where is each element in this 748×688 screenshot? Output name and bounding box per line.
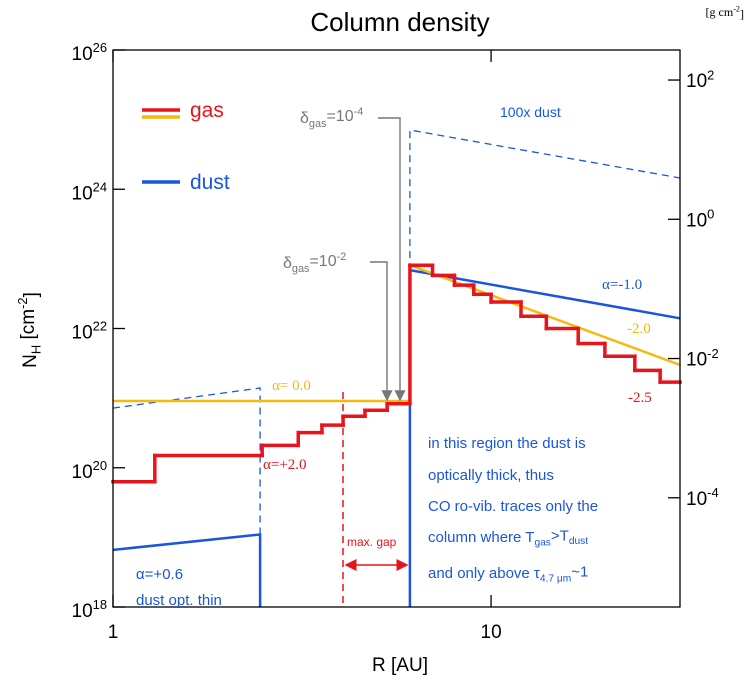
tick-exponent: -2	[707, 346, 718, 361]
tick-base: 10	[72, 462, 93, 483]
y2-tick-label: 10-4	[686, 485, 719, 510]
annotation: α=+0.6	[136, 566, 183, 583]
annotation: α=+2.0	[263, 457, 307, 473]
text-part: gas	[309, 118, 327, 130]
y-axis-label: NH [cm-2]	[15, 292, 44, 368]
y-tick-label: 1026	[72, 40, 108, 65]
tick-base: 10	[72, 44, 93, 65]
y-tick-label: 1022	[72, 319, 108, 344]
annotation: 100x dust	[500, 104, 561, 120]
text-part: [g cm	[706, 5, 734, 19]
text-part: -2	[337, 251, 347, 263]
text-part: =10	[309, 253, 336, 270]
text-part: in this region the dust is	[428, 435, 586, 452]
x-axis-label: R [AU]	[372, 655, 428, 676]
text-part: α=+2.0	[263, 457, 307, 473]
tick-base: 10	[72, 183, 93, 204]
annotation: in this region the dust is	[428, 435, 586, 452]
annotation: and only above τ4.7 μm~1	[428, 563, 588, 584]
tick-exponent: -4	[707, 485, 718, 500]
text-part: =10	[326, 108, 353, 125]
annotation: column where Tgas>Tdust	[428, 527, 588, 548]
plot-area	[111, 129, 682, 607]
text-part: N	[20, 354, 41, 368]
y-tick-label: 1020	[72, 458, 108, 483]
annotation: optically thick, thus	[428, 467, 554, 484]
text-part: α= 0.0	[272, 378, 311, 394]
arrow	[370, 261, 393, 402]
text-part: 4.7 μm	[540, 574, 571, 585]
y2-tick-label: 100	[686, 207, 714, 232]
annotation: -2.0	[627, 321, 651, 337]
text-part: max. gap	[347, 535, 397, 549]
legend-label: dust	[190, 171, 230, 194]
text-part: -2.5	[628, 390, 652, 406]
tick-exponent: 0	[707, 207, 714, 222]
y2-tick-label: 102	[686, 67, 714, 92]
tick-base: 10	[686, 71, 707, 92]
annotation: δgas=10-2	[283, 251, 346, 275]
text-part: column where T	[428, 529, 534, 546]
text-part: ~1	[571, 563, 588, 580]
tick-base: 10	[72, 601, 93, 622]
text-part: α=+0.6	[136, 566, 183, 583]
tick-exponent: 26	[93, 40, 107, 55]
text-part: α=-1.0	[602, 277, 642, 293]
text-part: and only above τ	[428, 565, 540, 582]
chart-title: Column density	[310, 7, 489, 37]
tick-exponent: 18	[93, 597, 107, 612]
tick-exponent: 22	[93, 319, 107, 334]
y-tick-label: 1018	[72, 597, 108, 622]
tick-base: 10	[686, 350, 707, 371]
tick-exponent: 20	[93, 458, 107, 473]
y-tick-label: 1024	[72, 179, 108, 204]
tick-base: 10	[72, 323, 93, 344]
text-part: dust	[569, 536, 588, 547]
text-part: [cm	[18, 309, 39, 345]
text-part: -2	[733, 5, 740, 14]
text-part: -2	[15, 297, 30, 308]
text-part: -4	[354, 106, 364, 118]
text-part: gas	[292, 263, 310, 275]
text-part: ]	[21, 292, 42, 297]
text-part: δ	[283, 255, 292, 272]
text-part: optically thick, thus	[428, 467, 554, 484]
annotation: max. gap	[347, 535, 397, 549]
annotation: CO ro-vib. traces only the	[428, 498, 598, 515]
x-tick-label: 1	[108, 622, 119, 643]
text-part: 100x dust	[500, 104, 561, 120]
text-part: >T	[551, 527, 569, 544]
x-tick-label: 10	[481, 622, 502, 643]
annotation: δgas=10-4	[300, 106, 363, 130]
tick-base: 10	[686, 210, 707, 231]
tick-base: 10	[686, 489, 707, 510]
annotation: dust opt. thin	[136, 592, 222, 609]
text-part: dust opt. thin	[136, 592, 222, 609]
text-part: gas	[534, 538, 550, 549]
legend-label: gas	[190, 99, 224, 122]
text-part: ]	[740, 7, 744, 21]
text-part: H	[29, 345, 44, 354]
tick-exponent: 2	[707, 67, 714, 82]
annotation: -2.5	[628, 390, 652, 406]
arrow	[378, 117, 406, 402]
text-part: CO ro-vib. traces only the	[428, 498, 598, 515]
y2-tick-label: 10-2	[686, 346, 719, 371]
text-part: -2.0	[627, 321, 651, 337]
text-part: δ	[300, 110, 309, 127]
annotation: α=-1.0	[602, 277, 642, 293]
tick-exponent: 24	[93, 179, 107, 194]
annotation: α= 0.0	[272, 378, 311, 394]
y2-axis-label: [g cm-2]	[706, 5, 744, 22]
